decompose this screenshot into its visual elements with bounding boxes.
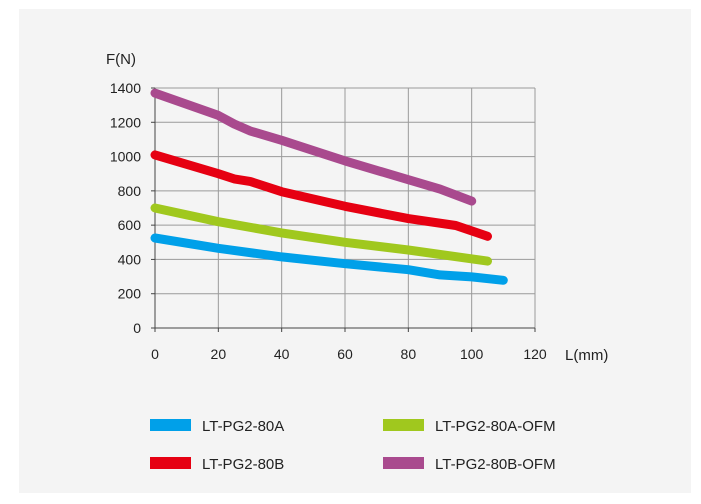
legend-swatch (383, 457, 424, 469)
x-tick-label: 80 (401, 346, 417, 362)
legend-swatch (150, 419, 191, 431)
legend-label: LT-PG2-80A-OFM (435, 418, 556, 435)
x-axis-title: L(mm) (565, 347, 608, 364)
legend: LT-PG2-80A LT-PG2-80A-OFM LT-PG2-80B LT-PG2… (150, 418, 556, 473)
series-line-lt-pg2-80b (150, 150, 492, 241)
y-tick-label: 0 (133, 320, 141, 336)
legend-label: LT-PG2-80A (202, 418, 284, 435)
x-tick-label: 100 (460, 346, 484, 362)
y-tick-label: 400 (118, 251, 142, 267)
y-tick-labels: 0 200 400 600 800 1000 1200 1400 (110, 80, 155, 336)
y-tick-label: 200 (118, 286, 142, 302)
chart-panel (19, 9, 691, 493)
legend-label: LT-PG2-80B-OFM (435, 456, 556, 473)
series-line-lt-pg2-80a (150, 233, 508, 285)
data-series (150, 88, 508, 285)
x-tick-labels: 0 20 40 60 80 100 120 (151, 328, 547, 362)
y-axis-title: F(N) (106, 51, 136, 68)
x-tick-label: 60 (337, 346, 353, 362)
y-tick-label: 1400 (110, 80, 141, 96)
legend-label: LT-PG2-80B (202, 456, 284, 473)
y-tick-label: 800 (118, 183, 142, 199)
y-tick-label: 1200 (110, 114, 141, 130)
x-tick-label: 40 (274, 346, 290, 362)
x-tick-label: 0 (151, 346, 159, 362)
series-line-lt-pg2-80b-ofm (150, 88, 477, 206)
legend-swatch (150, 457, 191, 469)
x-tick-label: 120 (523, 346, 547, 362)
y-tick-label: 1000 (110, 149, 141, 165)
legend-swatch (383, 419, 424, 431)
series-line-lt-pg2-80a-ofm (150, 203, 492, 266)
y-tick-label: 600 (118, 217, 142, 233)
x-tick-label: 20 (211, 346, 227, 362)
